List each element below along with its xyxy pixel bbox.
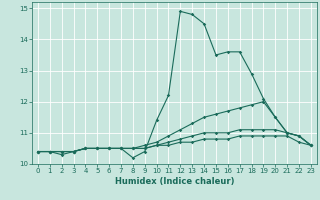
- X-axis label: Humidex (Indice chaleur): Humidex (Indice chaleur): [115, 177, 234, 186]
